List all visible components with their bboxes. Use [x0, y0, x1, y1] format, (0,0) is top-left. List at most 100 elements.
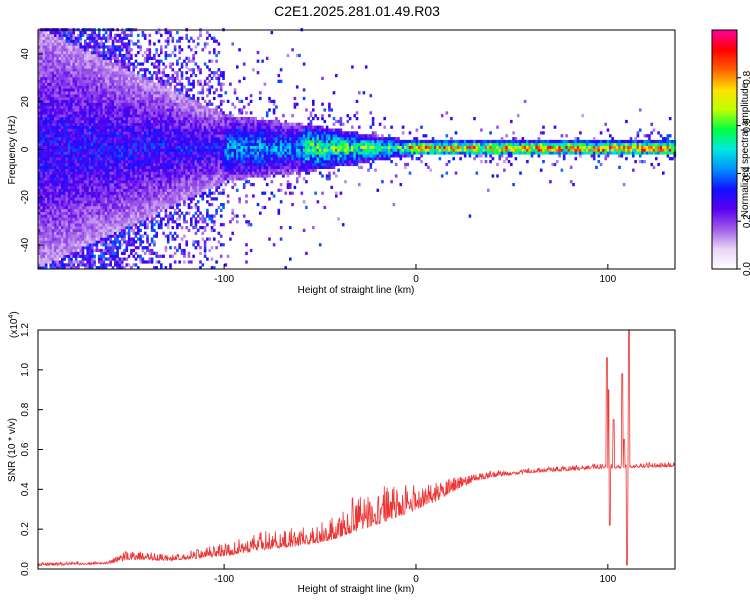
spectrogram-cell: [162, 88, 165, 92]
spectrogram-cell: [42, 142, 46, 146]
spectrogram-cell: [42, 68, 46, 72]
spectrogram-cell: [63, 33, 66, 37]
spectrogram-cell: [74, 234, 78, 238]
spectrogram-cell: [79, 251, 82, 255]
spectrogram-cell: [79, 220, 82, 224]
spectrogram-cell: [102, 48, 106, 52]
spectrogram-cell: [146, 53, 149, 58]
spectrogram-cell: [51, 243, 55, 247]
spectrogram-cell: [65, 33, 69, 37]
spectrogram-cell: [162, 154, 165, 158]
spectrogram-cell: [127, 56, 131, 60]
spectrogram-cell: [194, 139, 198, 144]
spectrogram-cell: [102, 137, 106, 141]
spectrogram-cell: [93, 188, 96, 192]
spectrogram-cell: [63, 228, 66, 232]
spectrogram-cell: [54, 85, 57, 89]
spectrogram-cell: [77, 246, 80, 250]
spectrogram-cell: [160, 148, 163, 152]
spectrogram-cell: [81, 203, 85, 207]
spectrogram-cell: [49, 68, 53, 72]
spectrogram-cell: [104, 183, 108, 187]
spectrogram-cell: [63, 45, 66, 49]
spectrogram-cell: [77, 168, 80, 172]
spectrogram-cell: [72, 157, 76, 161]
spectrogram-cell: [70, 62, 73, 66]
spectrogram-cell: [63, 65, 66, 69]
spectrogram-cell: [93, 185, 96, 189]
spectrogram-cell: [65, 246, 69, 250]
spectrogram-cell: [88, 266, 92, 270]
spectrogram-cell: [40, 33, 43, 37]
spectrogram-cell: [54, 188, 57, 192]
spectrogram-cell: [192, 114, 195, 118]
spectrogram-cell: [44, 205, 48, 210]
spectrogram-cell: [134, 128, 138, 132]
spectrogram-cell: [42, 148, 46, 152]
spectrogram-cell: [49, 85, 53, 89]
spectrogram-cell: [56, 114, 59, 118]
spectrogram-cell: [84, 102, 87, 106]
spectrogram-cell: [88, 131, 92, 135]
spectrogram-cell: [67, 154, 71, 158]
spectrogram-cell: [150, 94, 154, 98]
spectrogram-cell: [150, 248, 154, 253]
spectrogram-cell: [153, 171, 156, 175]
spectrogram-cell: [183, 114, 186, 118]
spectrogram-cell: [150, 142, 154, 146]
spectrogram-cell: [169, 266, 172, 270]
spectrogram-cell: [183, 220, 186, 224]
spectrogram-cell: [146, 145, 149, 149]
spectrogram-cell: [190, 194, 193, 198]
spectrogram-cell: [63, 108, 66, 112]
spectrogram-cell: [40, 111, 43, 115]
spectrogram-cell: [70, 94, 73, 98]
spectrogram-cell: [95, 48, 99, 52]
spectrogram-cell: [84, 154, 87, 158]
spectrogram-cell: [100, 102, 103, 106]
spectrogram-cell: [187, 260, 191, 264]
spectrogram-cell: [150, 208, 154, 212]
spectrogram-cell: [153, 111, 156, 115]
spectrogram-cell: [120, 154, 124, 158]
spectrogram-cell: [104, 88, 108, 92]
spectrogram-cell: [160, 85, 163, 89]
spectrogram-cell: [70, 122, 73, 126]
spectrogram-cell: [44, 139, 48, 144]
spectrogram-cell: [67, 128, 71, 132]
spectrogram-cell: [120, 171, 124, 175]
spectrogram-cell: [146, 214, 149, 218]
spectrogram-cell: [63, 154, 66, 158]
spectrogram-cell: [111, 214, 115, 218]
spectrogram-cell: [153, 128, 156, 132]
spectrogram-cell: [114, 94, 117, 98]
spectrogram-cell: [178, 39, 181, 43]
spectrogram-cell: [153, 160, 156, 164]
spectrogram-cell: [114, 56, 117, 60]
spectrogram-cell: [116, 151, 119, 155]
spectrogram-cell: [130, 33, 133, 37]
spectrogram-cell: [54, 240, 57, 244]
spectrogram-cell: [51, 53, 55, 58]
spectrogram-cell: [143, 220, 147, 224]
spectrogram-cell: [162, 108, 165, 112]
spectrogram-cell: [134, 102, 138, 106]
spectrogram-cell: [58, 79, 62, 83]
spectrogram-cell: [114, 226, 117, 230]
spectrogram-cell: [192, 194, 195, 198]
spectrogram-cell: [38, 171, 41, 175]
spectrogram-cell: [148, 91, 152, 95]
spectrogram-cell: [40, 237, 43, 241]
spectrogram-cell: [107, 82, 110, 86]
spectrogram-cell: [153, 243, 156, 247]
spectrogram-cell: [91, 171, 94, 175]
spectrogram-cell: [130, 217, 133, 221]
spectrogram-cell: [114, 180, 117, 184]
spectrogram-cell: [160, 180, 163, 184]
spectrogram-cell: [77, 42, 80, 46]
spectrogram-cell: [38, 42, 41, 46]
spectrogram-cell: [86, 119, 89, 124]
spectrogram-cell: [74, 94, 78, 98]
spectrogram-cell: [84, 59, 87, 63]
spectrogram-cell: [123, 59, 126, 63]
